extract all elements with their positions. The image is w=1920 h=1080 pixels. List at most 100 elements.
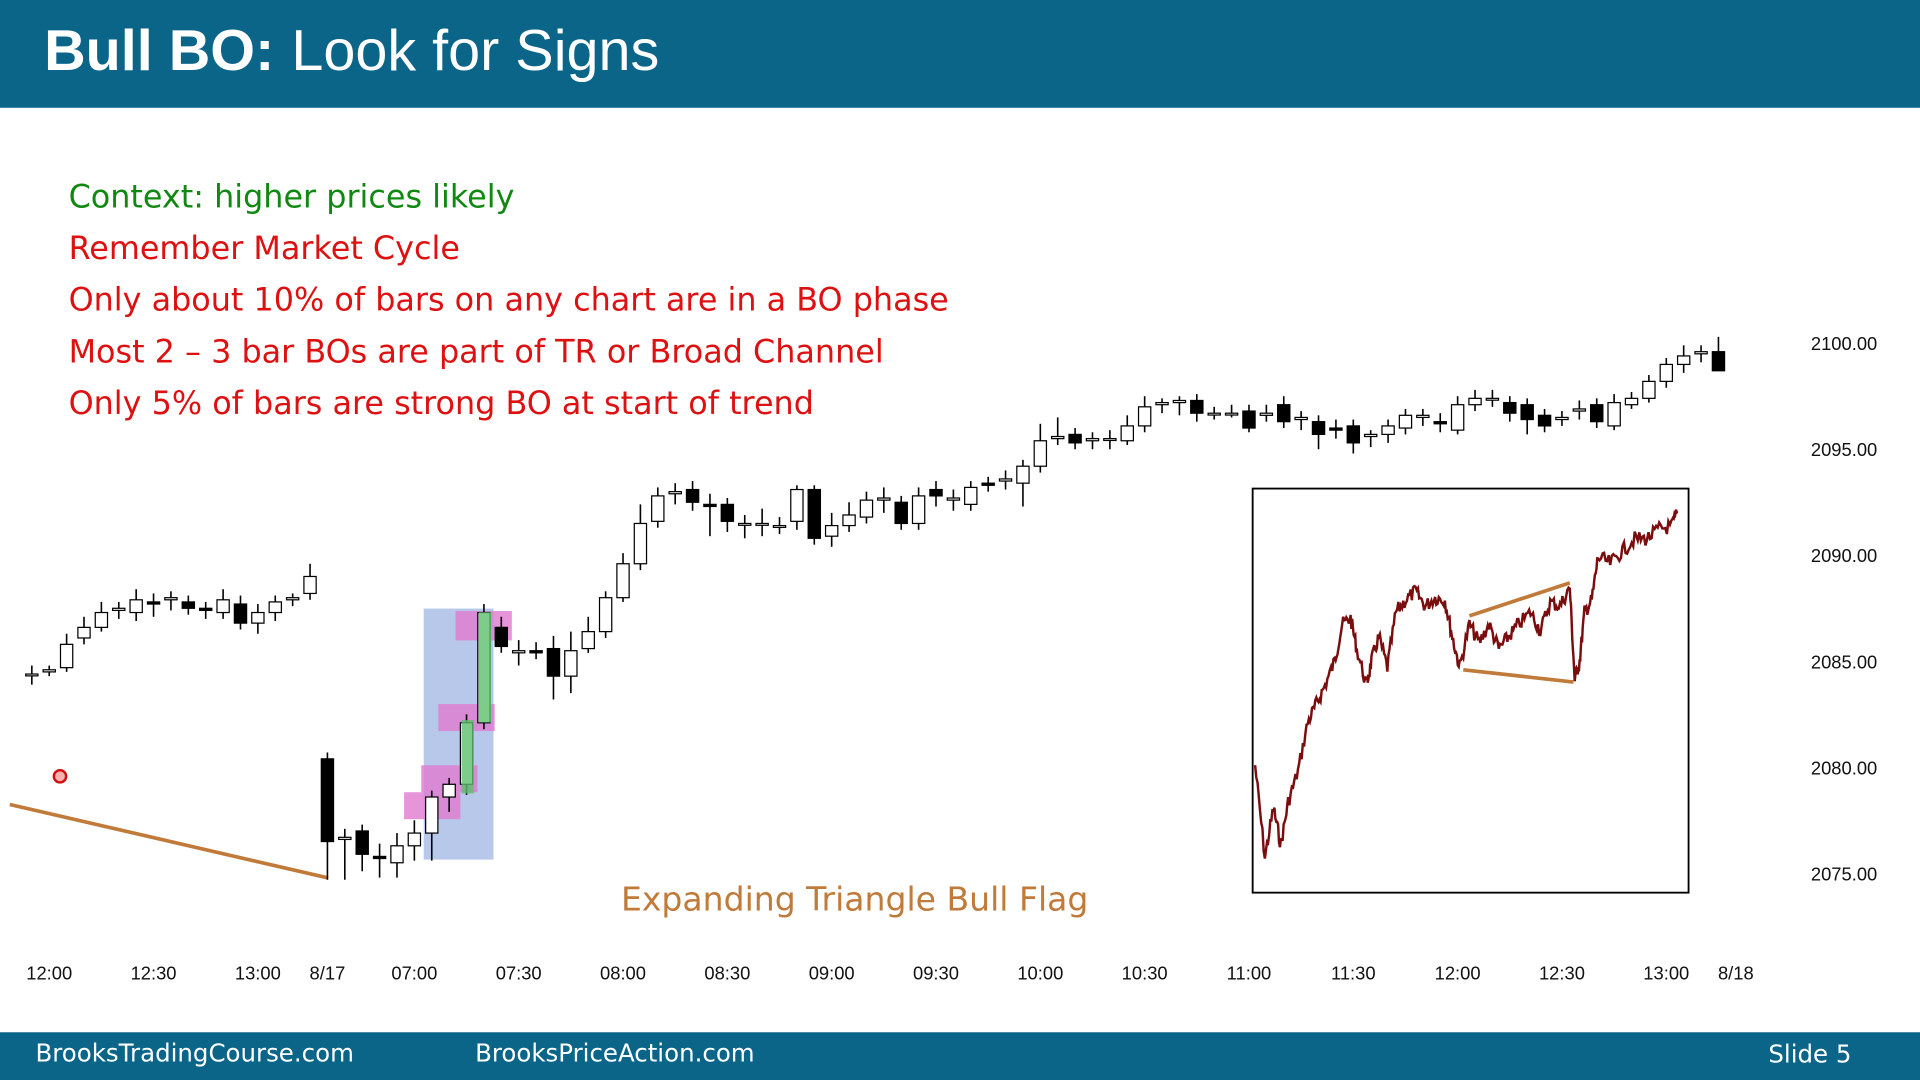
inset-trend-line xyxy=(1463,667,1574,684)
candle-body xyxy=(1572,408,1587,412)
candle-body xyxy=(320,758,335,843)
candle-body xyxy=(703,503,717,508)
candle-body xyxy=(198,607,213,612)
candle-body xyxy=(1381,425,1395,436)
candle-body xyxy=(303,575,317,595)
candle-body xyxy=(268,601,283,614)
candle-body xyxy=(859,499,874,518)
candle-body xyxy=(42,669,56,673)
x-tick-label: 08:30 xyxy=(704,963,750,984)
x-tick-label: 10:00 xyxy=(1017,963,1063,984)
candle-body xyxy=(824,524,839,537)
bullet: Most 2 – 3 bar BOs are part of TR or Bro… xyxy=(69,332,884,370)
candle-body xyxy=(390,845,404,864)
candle-body xyxy=(546,647,561,677)
candle-body xyxy=(1016,465,1030,484)
candle-body xyxy=(1085,438,1100,442)
candle-body xyxy=(1520,404,1534,421)
candle-body xyxy=(233,603,248,624)
x-tick-label: 09:00 xyxy=(809,963,855,984)
x-tick-label: 08:00 xyxy=(600,963,646,984)
candle-body xyxy=(1555,416,1569,421)
candle-body xyxy=(564,650,578,677)
bullets: Context: higher prices likely Remember Ma… xyxy=(69,177,949,422)
x-tick-label: 12:00 xyxy=(1435,963,1481,984)
candle-body xyxy=(1155,401,1169,406)
y-tick-label: 2100.00 xyxy=(1811,333,1877,354)
candle-body xyxy=(1694,351,1708,355)
header-bar xyxy=(0,0,1920,108)
candle-body xyxy=(842,514,856,527)
x-tick-label: 10:30 xyxy=(1122,963,1168,984)
candle-body xyxy=(1676,355,1691,366)
candle-body xyxy=(929,488,943,497)
x-tick-label: 12:30 xyxy=(131,963,177,984)
y-tick-label: 2080.00 xyxy=(1811,757,1877,778)
candle-body xyxy=(772,524,787,529)
x-tick-label: 07:30 xyxy=(496,963,542,984)
x-tick-label: 13:00 xyxy=(1643,963,1689,984)
candle-body xyxy=(1485,397,1500,401)
candle-body xyxy=(790,488,804,522)
candle-body xyxy=(1103,438,1117,442)
candle-body xyxy=(1172,399,1187,404)
candle-body xyxy=(1659,363,1674,382)
trend-line xyxy=(9,802,329,880)
candle-body xyxy=(598,597,613,633)
x-tick-label: 11:00 xyxy=(1227,963,1272,984)
candle-body xyxy=(285,597,300,601)
candle-body xyxy=(112,607,126,612)
candle-body xyxy=(59,643,74,669)
candle-body xyxy=(964,486,978,505)
inset-price-line xyxy=(1253,509,1679,859)
candle-body xyxy=(1224,412,1239,416)
candle-body xyxy=(668,491,682,495)
green-bars xyxy=(461,612,492,794)
candle-body xyxy=(407,832,422,847)
bullet: Only 5% of bars are strong BO at start o… xyxy=(69,384,814,422)
y-tick-label: 2085.00 xyxy=(1811,651,1877,672)
candle-body xyxy=(1398,414,1413,429)
candle-body xyxy=(1537,414,1552,427)
x-tick-label: 12:00 xyxy=(26,963,72,984)
candle-body xyxy=(338,836,352,841)
x-tick-label: 12:30 xyxy=(1539,963,1585,984)
y-tick-label: 2090.00 xyxy=(1811,545,1877,566)
x-tick-label: 07:00 xyxy=(391,963,437,984)
x-tick-label: 8/18 xyxy=(1718,963,1754,984)
x-tick-label: 13:00 xyxy=(235,963,281,984)
candle-body xyxy=(425,796,439,834)
candle-body xyxy=(355,830,369,855)
candle-body xyxy=(946,497,961,501)
candle-body xyxy=(1190,399,1204,414)
candle-body xyxy=(1607,401,1621,427)
footer-bar xyxy=(0,1032,1920,1080)
title-bold: Bull BO: xyxy=(44,19,274,83)
candle-body xyxy=(94,611,109,628)
bullet: Context: higher prices likely xyxy=(69,177,515,215)
candle-body xyxy=(216,599,230,614)
candle-body xyxy=(651,495,665,522)
y-tick-label: 2075.00 xyxy=(1811,863,1877,884)
candle-body xyxy=(1242,410,1256,429)
candle-body xyxy=(1624,397,1639,406)
footer-right: Slide 5 xyxy=(1768,1040,1851,1069)
y-tick-label: 2095.00 xyxy=(1811,439,1877,460)
candle-body xyxy=(529,650,543,654)
candle-body xyxy=(251,611,265,624)
candle-body xyxy=(146,601,161,605)
candle-body xyxy=(1068,433,1082,444)
x-tick-label: 11:30 xyxy=(1331,963,1376,984)
x-tick-label: 8/17 xyxy=(310,963,346,984)
candle-body xyxy=(981,482,995,486)
inset-trend-line xyxy=(1468,581,1571,618)
candle-body xyxy=(685,488,700,503)
bullet: Remember Market Cycle xyxy=(69,229,460,267)
candle-body xyxy=(442,783,456,798)
bullet: Only about 10% of bars on any chart are … xyxy=(69,281,949,319)
candle-body xyxy=(998,478,1013,482)
candle-body xyxy=(1416,414,1430,419)
candle-body xyxy=(1311,421,1326,436)
